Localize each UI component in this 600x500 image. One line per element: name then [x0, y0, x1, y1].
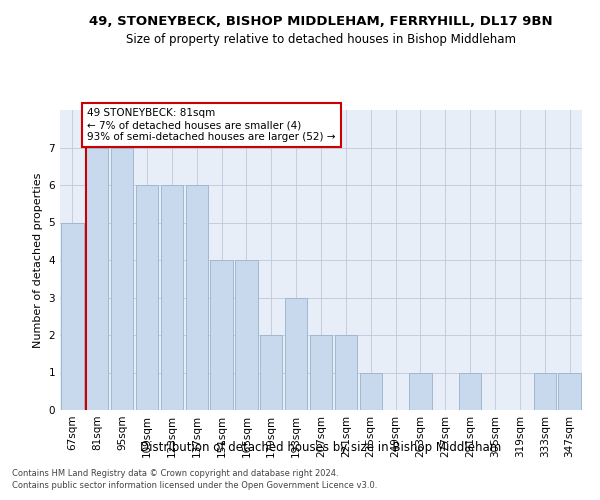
Text: Size of property relative to detached houses in Bishop Middleham: Size of property relative to detached ho…	[126, 32, 516, 46]
Bar	[260, 335, 283, 410]
Y-axis label: Number of detached properties: Number of detached properties	[33, 172, 43, 348]
Bar	[111, 148, 133, 410]
Bar	[310, 335, 332, 410]
Text: Distribution of detached houses by size in Bishop Middleham: Distribution of detached houses by size …	[140, 441, 502, 454]
Bar	[533, 372, 556, 410]
Bar	[61, 222, 83, 410]
Text: Contains public sector information licensed under the Open Government Licence v3: Contains public sector information licen…	[12, 481, 377, 490]
Text: 49, STONEYBECK, BISHOP MIDDLEHAM, FERRYHILL, DL17 9BN: 49, STONEYBECK, BISHOP MIDDLEHAM, FERRYH…	[89, 15, 553, 28]
Bar	[335, 335, 357, 410]
Bar	[136, 185, 158, 410]
Text: 49 STONEYBECK: 81sqm
← 7% of detached houses are smaller (4)
93% of semi-detache: 49 STONEYBECK: 81sqm ← 7% of detached ho…	[87, 108, 335, 142]
Text: Contains HM Land Registry data © Crown copyright and database right 2024.: Contains HM Land Registry data © Crown c…	[12, 468, 338, 477]
Bar	[161, 185, 183, 410]
Bar	[235, 260, 257, 410]
Bar	[459, 372, 481, 410]
Bar	[185, 185, 208, 410]
Bar	[559, 372, 581, 410]
Bar	[359, 372, 382, 410]
Bar	[409, 372, 431, 410]
Bar	[285, 298, 307, 410]
Bar	[211, 260, 233, 410]
Bar	[86, 148, 109, 410]
